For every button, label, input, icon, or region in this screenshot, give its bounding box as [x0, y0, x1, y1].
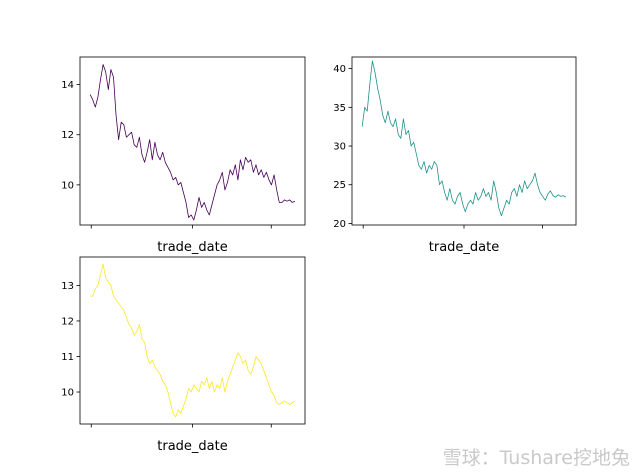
y-tick-label: 12 — [61, 130, 74, 141]
y-tick-label: 10 — [61, 180, 74, 191]
chart-2: 20 25 30 35 40 trade_date — [333, 56, 577, 255]
y-tick-label: 40 — [333, 64, 346, 75]
y-tick-label: 25 — [333, 180, 346, 191]
axes-frame — [351, 56, 577, 226]
y-tick-label: 14 — [61, 80, 74, 91]
series-line — [90, 263, 296, 418]
y-tick-label: 30 — [333, 142, 346, 153]
series-line — [89, 64, 296, 221]
y-tick-label: 12 — [61, 316, 74, 327]
x-axis-label: trade_date — [157, 439, 227, 454]
y-tick-label: 10 — [61, 388, 74, 399]
x-axis-label: trade_date — [157, 240, 227, 255]
series-line — [361, 60, 567, 217]
chart-1: 10 12 14 trade_date — [61, 56, 306, 255]
y-tick-label: 11 — [61, 352, 74, 363]
y-tick-label: 35 — [333, 103, 346, 114]
y-tick-label: 20 — [333, 219, 346, 230]
x-axis-label: trade_date — [429, 240, 499, 255]
watermark: 雪球：Tushare挖地兔 — [442, 447, 630, 469]
y-tick-label: 13 — [61, 281, 74, 292]
chart-3: 10 11 12 13 trade_date — [61, 256, 306, 454]
axes-frame — [79, 256, 306, 425]
